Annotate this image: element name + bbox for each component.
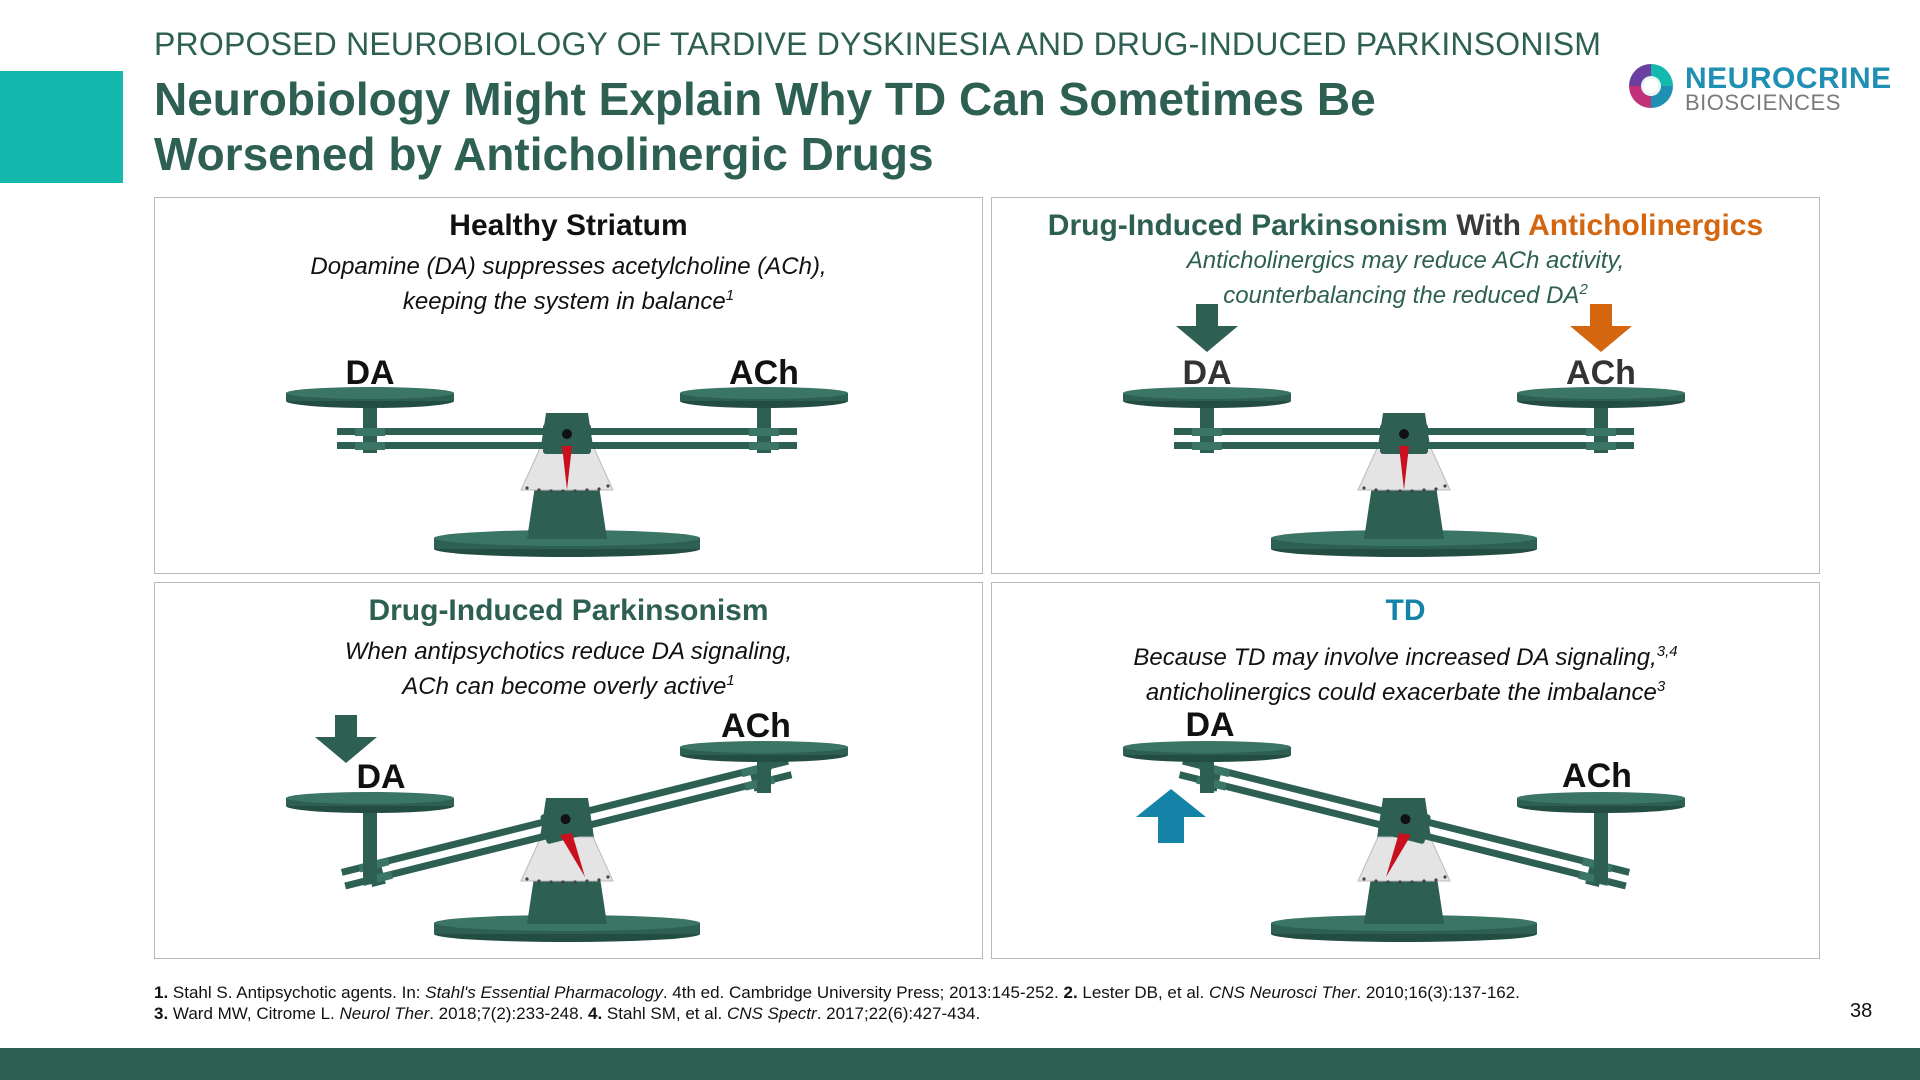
references: 1. Stahl S. Antipsychotic agents. In: St… <box>154 982 1520 1024</box>
balance-scale: DA ACh <box>1123 304 1685 557</box>
label-da: DA <box>1182 354 1231 392</box>
panel-dip-with-anticholinergics: Drug-Induced Parkinsonism With Anticholi… <box>991 197 1820 574</box>
needle <box>1386 833 1411 877</box>
panel-title: Drug-Induced Parkinsonism With Anticholi… <box>992 209 1819 243</box>
slide-title: Neurobiology Might Explain Why TD Can So… <box>154 73 1376 180</box>
panel-title: Healthy Striatum <box>449 209 688 242</box>
left-pan <box>1123 741 1291 793</box>
arrow-down-icon <box>1176 304 1238 352</box>
scale-beam <box>286 387 848 490</box>
reference-segment: Stahl S. Antipsychotic agents. In: <box>168 983 426 1002</box>
slide-kicker: PROPOSED NEUROBIOLOGY OF TARDIVE DYSKINE… <box>154 26 1602 62</box>
reference-segment: CNS Neurosci Ther <box>1209 983 1357 1002</box>
neurocrine-logo: NEUROCRINE BIOSCIENCES <box>1625 60 1895 120</box>
footer-bar <box>0 1048 1920 1080</box>
reference-segment: . 2018;7(2):233-248. <box>429 1004 589 1023</box>
panel-description: Anticholinergics may reduce ACh activity… <box>992 246 1819 310</box>
reference-segment: 3. <box>154 1004 169 1023</box>
panel-title: TD <box>1385 594 1426 627</box>
left-pan <box>286 792 454 884</box>
panel-drug-induced-parkinsonism: Drug-Induced Parkinsonism When antipsych… <box>154 582 983 959</box>
needle <box>560 833 585 877</box>
arrow-down-icon <box>315 715 377 763</box>
scale-dial <box>520 836 614 884</box>
description-line-2: anticholinergics could exacerbate the im… <box>1145 679 1657 706</box>
reference-segment: Neurol Ther <box>339 1004 430 1023</box>
footnote-ref: 3,4 <box>1656 643 1678 660</box>
label-ach: ACh <box>729 354 799 392</box>
reference-line-2: 3. Ward MW, Citrome L. Neurol Ther. 2018… <box>154 1003 1520 1024</box>
reference-segment: Ward MW, Citrome L. <box>168 1004 340 1023</box>
reference-segment: . 2017;22(6):427-434. <box>816 1004 981 1023</box>
panel-description: Because TD may involve increased DA sign… <box>992 637 1819 707</box>
panel-td: TD Because TD may involve increased DA s… <box>991 582 1820 959</box>
reference-segment: . 4th ed. Cambridge University Press; 20… <box>662 983 1064 1002</box>
reference-segment: Stahl's Essential Pharmacology <box>425 983 663 1002</box>
reference-segment: 2. <box>1063 983 1078 1002</box>
reference-segment: Lester DB, et al. <box>1077 983 1210 1002</box>
description-line-2: ACh can become overly active <box>402 673 727 700</box>
label-da: DA <box>356 758 405 796</box>
scale-beam <box>1123 387 1685 490</box>
balance-scale: DA ACh <box>286 707 848 942</box>
logo-name: NEUROCRINE <box>1685 62 1892 95</box>
footnote-ref: 3 <box>1656 678 1666 695</box>
right-pan <box>680 741 848 793</box>
panel-description: Dopamine (DA) suppresses acetylcholine (… <box>155 252 982 316</box>
reference-segment: 1. <box>154 983 169 1002</box>
reference-segment: CNS Spectr <box>726 1004 817 1023</box>
reference-line-1: 1. Stahl S. Antipsychotic agents. In: St… <box>154 982 1520 1003</box>
label-ach: ACh <box>721 707 791 745</box>
panel-title: Drug-Induced Parkinsonism <box>368 594 769 627</box>
label-da: DA <box>1185 706 1234 744</box>
description-line-1: Dopamine (DA) suppresses acetylcholine (… <box>310 253 827 280</box>
panel-healthy-striatum: Healthy Striatum Dopamine (DA) suppresse… <box>154 197 983 574</box>
description-line-2: counterbalancing the reduced DA <box>1223 282 1580 309</box>
panel-description: When antipsychotics reduce DA signaling,… <box>155 637 982 701</box>
balance-scale: DA ACh <box>1123 706 1685 942</box>
footnote-ref: 1 <box>725 287 735 304</box>
title-part-2: With <box>1456 209 1529 242</box>
description-line-2: keeping the system in balance <box>402 288 726 315</box>
right-pan <box>1517 792 1685 884</box>
footnote-ref: 2 <box>1579 281 1588 298</box>
reference-segment: Stahl SM, et al. <box>602 1004 727 1023</box>
reference-segment: 4. <box>588 1004 603 1023</box>
accent-block <box>0 71 123 183</box>
title-part-1: Drug-Induced Parkinsonism <box>1047 209 1457 242</box>
description-line-1: When antipsychotics reduce DA signaling, <box>344 638 793 665</box>
title-part-3: Anticholinergics <box>1528 209 1764 242</box>
needle <box>562 446 572 490</box>
logo-subtitle: BIOSCIENCES <box>1685 90 1841 115</box>
label-da: DA <box>345 354 394 392</box>
needle <box>1399 446 1409 490</box>
description-line-1: Anticholinergics may reduce ACh activity… <box>1186 247 1625 274</box>
description-line-1: Because TD may involve increased DA sign… <box>1133 644 1657 671</box>
label-ach: ACh <box>1562 757 1632 795</box>
reference-segment: . 2010;16(3):137-162. <box>1356 983 1520 1002</box>
arrow-up-icon <box>1136 789 1206 843</box>
neurocrine-swirl-icon <box>1629 64 1673 108</box>
label-ach: ACh <box>1566 354 1636 392</box>
page-number: 38 <box>1850 1000 1873 1022</box>
balance-scale: DA ACh <box>286 354 848 557</box>
footnote-ref: 1 <box>726 672 735 689</box>
arrow-down-icon <box>1570 304 1632 352</box>
